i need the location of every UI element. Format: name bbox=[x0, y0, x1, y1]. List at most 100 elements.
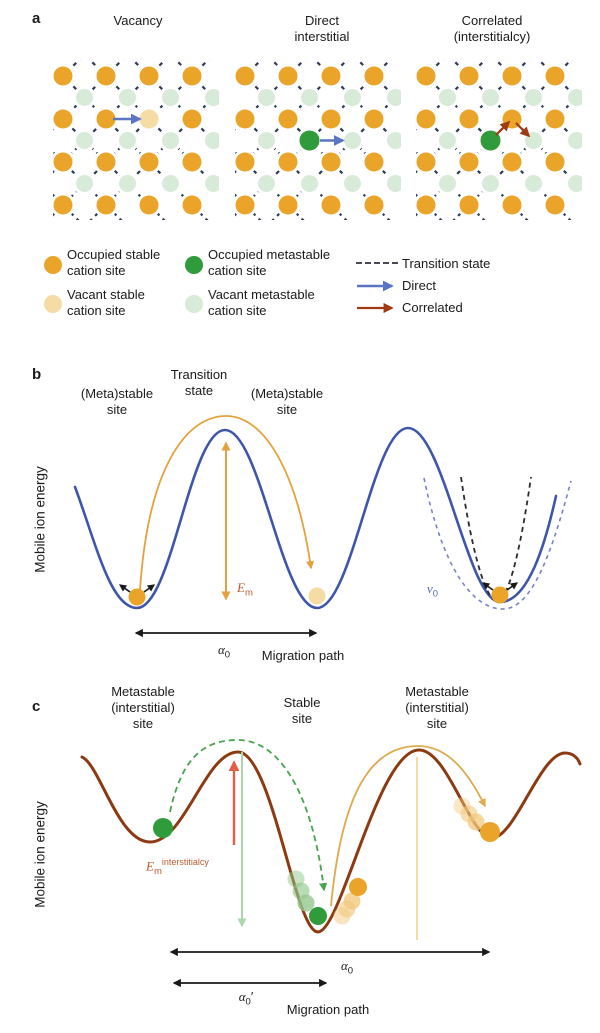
vacant-metastable-site bbox=[162, 89, 179, 106]
orange-trail-stable-well bbox=[333, 878, 367, 925]
occupied-stable-site bbox=[416, 195, 436, 215]
legend-vacant-stable-icon bbox=[44, 295, 62, 313]
vacant-metastable-site bbox=[76, 132, 93, 149]
vacant-metastable-site bbox=[162, 175, 179, 192]
y-axis-label-b: Mobile ion energy bbox=[32, 466, 48, 573]
site-label-right-b: (Meta)stable site bbox=[227, 386, 347, 418]
alpha0-prime-label-c: α0′ bbox=[216, 989, 276, 1008]
occupied-stable-site bbox=[96, 195, 116, 215]
nu0-label: ν0 bbox=[427, 581, 438, 600]
legend-correlated-label: Correlated bbox=[402, 300, 463, 315]
vacant-metastable-site bbox=[162, 132, 179, 149]
occupied-stable-site bbox=[53, 66, 73, 86]
vacant-metastable-site bbox=[344, 89, 361, 106]
alpha0-label-c: α0 bbox=[317, 958, 377, 977]
vacant-stable-site bbox=[139, 109, 159, 129]
lattice-direct-interstitial bbox=[235, 60, 401, 220]
title-line: (interstitialcy) bbox=[453, 28, 531, 44]
vibration-arrows-right bbox=[481, 582, 519, 591]
occupied-stable-site bbox=[96, 109, 116, 129]
lattice-correlated bbox=[416, 60, 582, 220]
site-label-line: Metastable bbox=[111, 684, 175, 699]
legend-line: Occupied metastable bbox=[208, 247, 331, 262]
green-trail bbox=[287, 870, 327, 925]
legend-direct-label: Direct bbox=[402, 278, 436, 293]
jump-arc-c bbox=[330, 745, 486, 907]
site-label-line: site bbox=[426, 715, 448, 731]
title-line: interstitial bbox=[294, 28, 350, 44]
site-label-left-b: (Meta)stable site bbox=[57, 386, 177, 418]
occupied-stable-site bbox=[364, 195, 384, 215]
vacant-metastable-site bbox=[568, 89, 582, 106]
occupied-stable-site bbox=[182, 109, 202, 129]
legend-transition-state-dash-icon bbox=[356, 262, 398, 264]
occupied-stable-site bbox=[321, 195, 341, 215]
panel-letter-b: b bbox=[32, 366, 42, 383]
occupied-stable-site bbox=[53, 152, 73, 172]
site-label-line: (interstitial) bbox=[111, 699, 175, 715]
title-line: Direct bbox=[305, 13, 339, 28]
correlated-hop-arrow-2 bbox=[515, 122, 531, 138]
legend-correlated-arrow-icon bbox=[357, 302, 394, 314]
occupied-stable-site bbox=[278, 66, 298, 86]
occupied-stable-site bbox=[459, 152, 479, 172]
em-subscript: m bbox=[244, 587, 253, 599]
alpha-subscript: 0 bbox=[224, 649, 231, 661]
vacant-metastable-site bbox=[258, 89, 275, 106]
alpha-symbol: α bbox=[238, 989, 246, 1004]
migration-path-label-b: Migration path bbox=[261, 648, 345, 663]
legend-line: Vacant metastable bbox=[208, 287, 315, 302]
em-superscript: interstitialcy bbox=[161, 857, 209, 867]
occupied-stable-site bbox=[182, 152, 202, 172]
vacant-metastable-site bbox=[439, 132, 456, 149]
vibration-arrows-left bbox=[118, 584, 156, 593]
site-label-line: (Meta)stable bbox=[80, 386, 154, 401]
vibrating-ion-b bbox=[491, 586, 509, 604]
vacant-metastable-site bbox=[387, 132, 401, 149]
occupied-stable-site bbox=[182, 66, 202, 86]
prime-mark: ′ bbox=[250, 989, 254, 1004]
occupied-stable-site bbox=[139, 152, 159, 172]
vacant-metastable-site bbox=[119, 175, 136, 192]
vacant-site-ball-b bbox=[308, 587, 326, 605]
legend-occupied-metastable-label: Occupied metastable cation site bbox=[208, 247, 330, 279]
occupied-stable-site bbox=[545, 66, 565, 86]
occupied-stable-site bbox=[416, 152, 436, 172]
vacant-metastable-site bbox=[482, 175, 499, 192]
site-label-left-c: Metastable (interstitial) site bbox=[83, 684, 203, 732]
legend-occupied-stable-icon bbox=[44, 256, 62, 274]
legend-line: cation site bbox=[67, 302, 126, 318]
legend-occupied-metastable-icon bbox=[185, 256, 203, 274]
vacant-metastable-site bbox=[205, 175, 219, 192]
legend-line: cation site bbox=[67, 262, 126, 278]
title-line: Correlated bbox=[461, 13, 523, 28]
occupied-metastable-site bbox=[480, 130, 501, 151]
legend-vacant-stable-label: Vacant stable cation site bbox=[67, 287, 145, 319]
site-label-line: (interstitial) bbox=[405, 699, 469, 715]
vacant-metastable-site bbox=[568, 132, 582, 149]
occupied-stable-site bbox=[502, 195, 522, 215]
em-interstitialcy-label: Eminterstitialcy bbox=[146, 857, 209, 877]
legend-occupied-stable-label: Occupied stable cation site bbox=[67, 247, 160, 279]
em-subscript: m bbox=[153, 865, 162, 877]
site-label-line: site bbox=[132, 715, 154, 731]
occupied-stable-site bbox=[321, 109, 341, 129]
occupied-stable-site bbox=[53, 195, 73, 215]
y-axis-label-c: Mobile ion energy bbox=[32, 801, 48, 908]
em-symbol: E bbox=[146, 858, 154, 874]
title-line: Vacancy bbox=[113, 13, 163, 28]
occupied-stable-site bbox=[278, 152, 298, 172]
interstitialcy-arc-green bbox=[169, 739, 328, 892]
em-symbol: E bbox=[237, 580, 245, 595]
vacant-metastable-site bbox=[568, 175, 582, 192]
occupied-stable-site bbox=[139, 195, 159, 215]
lattice-title-correlated: Correlated (interstitialcy) bbox=[432, 13, 552, 45]
occupied-stable-site bbox=[416, 66, 436, 86]
site-label-line: site bbox=[291, 710, 313, 726]
vacant-metastable-site bbox=[387, 175, 401, 192]
occupied-metastable-site bbox=[299, 130, 320, 151]
vibration-parabola-dark bbox=[460, 476, 532, 602]
legend-line: Vacant stable bbox=[67, 287, 145, 302]
occupied-stable-site bbox=[182, 195, 202, 215]
